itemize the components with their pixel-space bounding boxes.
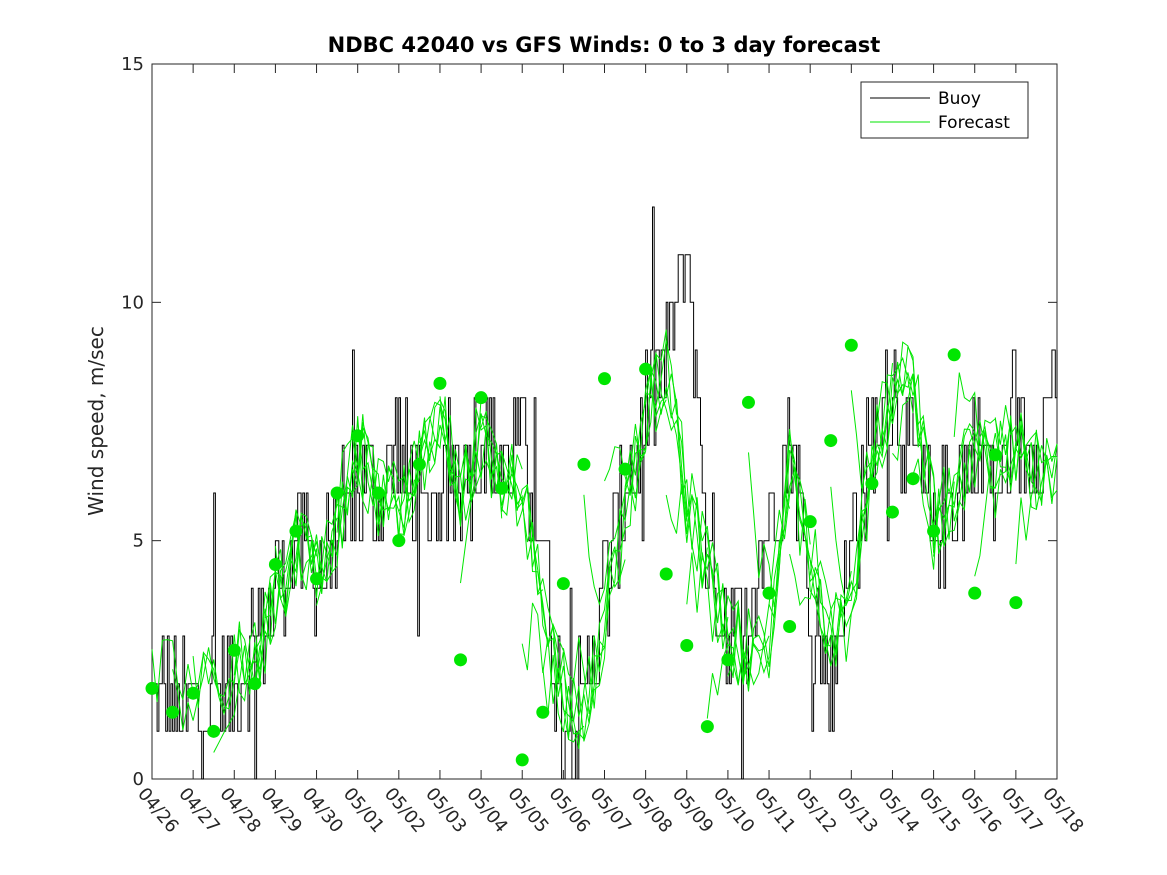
forecast-point — [762, 586, 776, 600]
plot-area — [151, 63, 1058, 780]
forecast-point — [639, 362, 653, 376]
forecast-run-line — [994, 417, 1058, 505]
forecast-run-line — [336, 414, 461, 533]
forecast-run-line — [830, 341, 955, 607]
forecast-point — [248, 677, 262, 691]
forecast-run-line — [871, 345, 996, 554]
forecast-point — [803, 515, 817, 529]
forecast-point — [536, 705, 550, 719]
forecast-point — [865, 476, 879, 490]
forecast-point — [721, 653, 735, 667]
forecast-point — [577, 457, 591, 471]
forecast-run-line — [768, 363, 893, 667]
forecast-point — [392, 534, 406, 548]
forecast-run-line — [562, 367, 688, 714]
forecast-point — [885, 505, 899, 519]
forecast-point — [927, 524, 941, 538]
forecast-point — [844, 338, 858, 352]
forecast-point — [145, 681, 159, 695]
forecast-run-line — [439, 396, 564, 651]
forecast-points — [145, 338, 1023, 767]
forecast-run-line — [912, 415, 1037, 570]
forecast-point — [227, 643, 241, 657]
forecast-point — [618, 462, 632, 476]
axis-ticks — [151, 63, 1058, 780]
forecast-point — [351, 429, 365, 443]
forecast-point — [207, 724, 221, 738]
forecast-point — [947, 348, 961, 362]
y-tick-labels: 0 5 10 15 — [121, 54, 144, 790]
forecast-point — [412, 457, 426, 471]
forecast-point — [1009, 596, 1023, 610]
forecast-point — [330, 486, 344, 500]
forecast-point — [680, 639, 694, 653]
forecast-run-line — [501, 466, 626, 741]
legend: Buoy Forecast — [860, 81, 1029, 139]
forecast-point — [598, 372, 611, 386]
forecast-run-line — [274, 459, 400, 601]
forecast-run-line — [624, 352, 749, 684]
forecast-point — [824, 434, 838, 448]
forecast-run-line — [542, 370, 667, 749]
forecast-run-line — [686, 436, 811, 685]
y-axis-title: Wind speed, m/sec — [84, 326, 108, 516]
forecast-point — [659, 567, 673, 581]
forecast-run-line — [521, 435, 646, 742]
y-tick-label: 10 — [121, 292, 144, 313]
forecast-run-line — [583, 329, 708, 606]
buoy-line — [152, 206, 1058, 780]
forecast-run-line — [604, 373, 729, 650]
y-tick-label: 15 — [121, 54, 144, 75]
forecast-series — [151, 329, 1058, 753]
forecast-point — [700, 720, 714, 734]
forecast-point — [515, 753, 529, 767]
forecast-point — [556, 577, 570, 591]
buoy-series — [152, 206, 1058, 780]
forecast-point — [988, 448, 1002, 462]
forecast-point — [968, 586, 982, 600]
forecast-run-line — [1015, 445, 1057, 565]
forecast-run-line — [933, 419, 1058, 557]
forecast-run-line — [398, 401, 523, 521]
forecast-run-line — [850, 361, 976, 547]
y-tick-label: 5 — [133, 531, 144, 552]
forecast-point — [289, 524, 303, 538]
forecast-point — [783, 619, 797, 633]
forecast-point — [495, 481, 509, 495]
forecast-point — [474, 391, 488, 405]
forecast-run-line — [295, 422, 420, 599]
legend-box — [860, 81, 1029, 139]
legend-buoy-label: Buoy — [938, 89, 981, 109]
forecast-point — [268, 558, 282, 571]
chart-title: NDBC 42040 vs GFS Winds: 0 to 3 day fore… — [328, 33, 881, 57]
forecast-point — [371, 486, 385, 500]
forecast-run-line — [727, 468, 852, 692]
forecast-run-line — [151, 571, 276, 710]
forecast-point — [166, 705, 180, 719]
forecast-point — [741, 395, 755, 409]
y-tick-label: 0 — [133, 769, 144, 790]
forecast-point — [906, 472, 920, 486]
forecast-point — [186, 686, 200, 700]
forecast-point — [454, 653, 468, 667]
forecast-run-line — [953, 372, 1058, 503]
forecast-point — [310, 572, 324, 586]
forecast-run-line — [748, 429, 873, 656]
legend-forecast-label: Forecast — [938, 113, 1010, 133]
forecast-point — [433, 376, 447, 390]
